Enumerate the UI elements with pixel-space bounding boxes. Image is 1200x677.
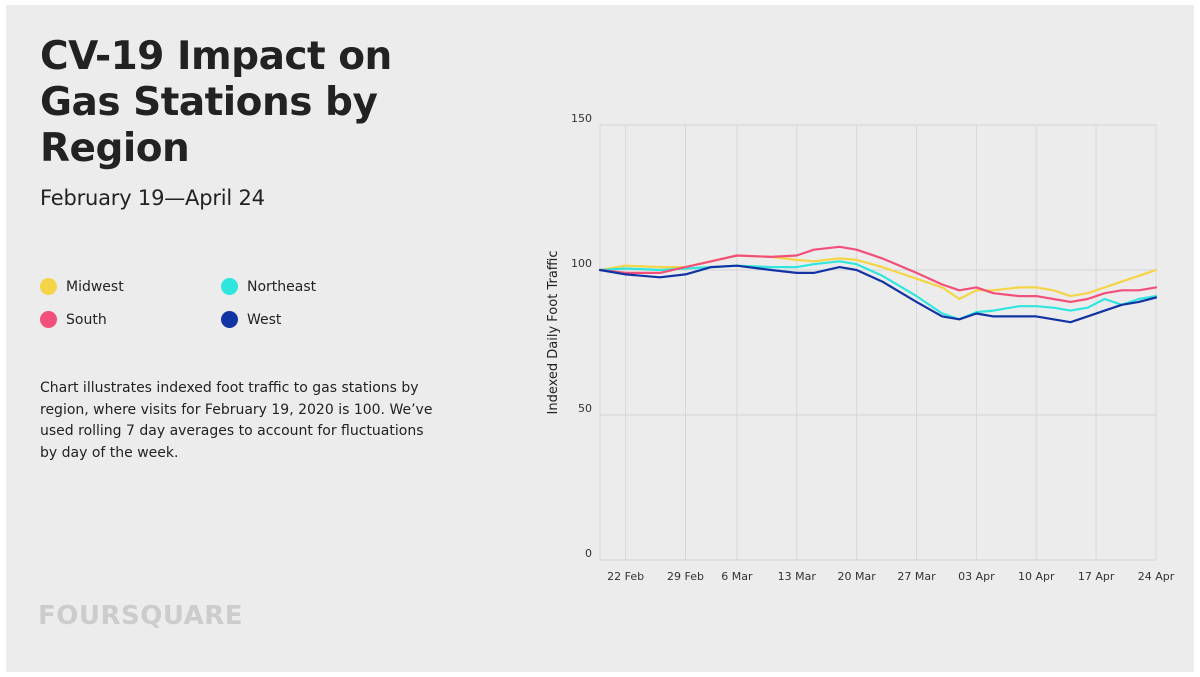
y-tick-label: 150 (571, 112, 592, 125)
x-tick-label: 03 Apr (958, 570, 995, 583)
y-tick-label: 50 (578, 402, 592, 415)
midwest-dot-icon (40, 278, 57, 295)
legend-label-midwest: Midwest (66, 278, 124, 295)
legend-label-west: West (247, 311, 282, 328)
x-tick-label: 29 Feb (667, 570, 704, 583)
x-tick-label: 20 Mar (837, 570, 876, 583)
x-tick-label: 24 Apr (1138, 570, 1175, 583)
x-tick-label: 13 Mar (778, 570, 817, 583)
line-chart: 22 Feb 29 Feb 6 Mar 13 Mar 20 Mar 27 Mar 03 Ap… (546, 112, 1175, 583)
date-range-subtitle: February 19—April 24 (40, 186, 265, 210)
legend: Midwest Northeast South West (40, 270, 370, 340)
x-tick-label: 17 Apr (1078, 570, 1115, 583)
northeast-dot-icon (221, 278, 238, 295)
y-tick-label: 0 (585, 547, 592, 560)
x-tick-label: 27 Mar (897, 570, 936, 583)
south-dot-icon (40, 311, 57, 328)
foursquare-logo: FOURSQUARE (38, 601, 244, 631)
x-tick-label: 22 Feb (607, 570, 644, 583)
series-line-west (598, 264, 1158, 324)
page-title: CV-19 Impact on Gas Stations by Region (40, 34, 392, 171)
y-axis-title: Indexed Daily Foot Traffic (546, 250, 561, 414)
y-tick-label: 100 (571, 257, 592, 270)
series-line-midwest (598, 254, 1158, 301)
x-tick-label: 10 Apr (1018, 570, 1055, 583)
legend-item-south: South (40, 311, 107, 328)
legend-item-northeast: Northeast (221, 278, 316, 295)
legend-label-northeast: Northeast (247, 278, 317, 295)
chart-description: Chart illustrates indexed foot traffic t… (40, 380, 433, 461)
west-dot-icon (221, 311, 238, 328)
legend-item-midwest: Midwest (40, 278, 124, 295)
legend-label-south: South (66, 311, 107, 328)
legend-item-west: West (221, 311, 281, 328)
series-line-south (598, 245, 1158, 303)
x-tick-label: 6 Mar (721, 570, 753, 583)
